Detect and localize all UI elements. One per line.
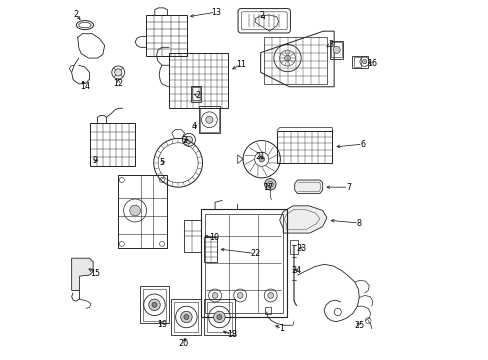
Circle shape — [205, 116, 212, 123]
Text: 3: 3 — [327, 40, 332, 49]
Circle shape — [180, 311, 192, 323]
Text: 12: 12 — [113, 79, 123, 88]
Polygon shape — [72, 258, 93, 291]
Text: 15: 15 — [90, 269, 101, 278]
Text: 2: 2 — [183, 136, 187, 145]
Circle shape — [185, 136, 192, 143]
Bar — [329, 41, 343, 59]
Bar — [204, 237, 217, 262]
Bar — [118, 175, 166, 248]
Text: 9: 9 — [92, 157, 97, 166]
Bar — [169, 53, 228, 108]
Bar — [330, 42, 341, 57]
Bar — [90, 123, 135, 166]
Circle shape — [362, 59, 366, 64]
Circle shape — [264, 179, 276, 190]
Circle shape — [217, 315, 222, 319]
Text: 20: 20 — [178, 339, 188, 348]
Bar — [289, 240, 298, 253]
Bar — [276, 131, 332, 163]
Circle shape — [212, 293, 218, 298]
Bar — [353, 57, 360, 67]
Bar — [351, 55, 367, 68]
Text: 8: 8 — [356, 219, 361, 228]
Bar — [204, 214, 282, 313]
Text: 25: 25 — [353, 321, 364, 330]
Text: 19: 19 — [157, 320, 167, 329]
Polygon shape — [279, 206, 326, 233]
Text: 21: 21 — [255, 152, 265, 161]
Text: 5: 5 — [159, 158, 164, 167]
Text: 11: 11 — [235, 60, 245, 69]
Circle shape — [258, 156, 264, 162]
Bar — [265, 307, 270, 315]
Text: 24: 24 — [291, 266, 301, 275]
Bar — [171, 299, 201, 335]
Text: 1: 1 — [279, 324, 284, 333]
Bar — [198, 107, 220, 134]
Circle shape — [284, 55, 290, 61]
Text: 6: 6 — [360, 140, 365, 149]
Bar — [204, 299, 234, 335]
Text: 13: 13 — [210, 8, 221, 17]
Text: 18: 18 — [226, 330, 237, 339]
Text: 22: 22 — [250, 249, 260, 258]
Bar — [145, 15, 187, 56]
Bar — [174, 302, 198, 332]
Bar — [183, 220, 201, 252]
Circle shape — [152, 302, 157, 307]
Circle shape — [213, 311, 224, 323]
Bar — [192, 87, 200, 100]
Text: 4: 4 — [191, 122, 196, 131]
Bar — [264, 37, 326, 84]
Bar — [140, 286, 169, 323]
Circle shape — [183, 315, 188, 319]
Bar — [201, 210, 286, 317]
Bar — [207, 302, 231, 332]
Text: 2: 2 — [73, 10, 79, 19]
Bar — [200, 108, 218, 132]
Polygon shape — [294, 180, 322, 194]
Text: 10: 10 — [208, 233, 219, 242]
Circle shape — [267, 293, 273, 298]
Text: 2: 2 — [195, 91, 200, 100]
Text: 7: 7 — [345, 183, 350, 192]
Bar — [190, 86, 201, 102]
Circle shape — [148, 299, 160, 311]
Text: 16: 16 — [366, 59, 376, 68]
Text: 23: 23 — [296, 244, 306, 253]
Text: 17: 17 — [262, 183, 272, 192]
Circle shape — [332, 46, 340, 53]
Text: 14: 14 — [80, 82, 90, 91]
Text: 2: 2 — [259, 10, 264, 19]
Circle shape — [129, 205, 140, 216]
Circle shape — [237, 293, 243, 298]
Circle shape — [115, 69, 122, 76]
Bar — [142, 289, 166, 320]
